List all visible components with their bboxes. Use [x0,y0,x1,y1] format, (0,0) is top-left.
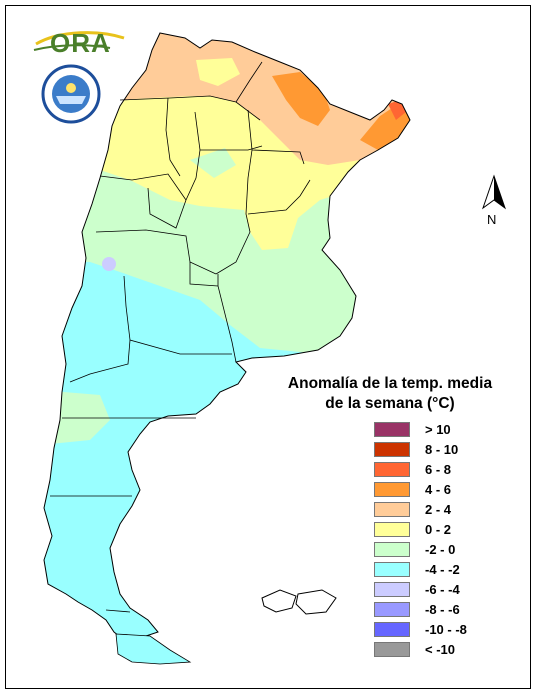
legend-label: -4 - -2 [425,561,460,577]
ora-logo-icon [33,31,125,51]
legend-label: 0 - 2 [425,521,452,537]
legend-title: Anomalía de la temp. media de la semana … [280,374,500,414]
legend-item: -4 - -2 [374,559,467,579]
legend-item: 0 - 2 [374,519,467,539]
legend-swatch [374,501,410,517]
smn-seal-icon [41,64,101,124]
legend-swatch [374,421,410,437]
legend-label: 6 - 8 [425,461,452,477]
north-label: N [487,212,497,227]
tierra-del-fuego [115,633,192,665]
legend-label: -10 - -8 [425,621,467,637]
legend-label: 2 - 4 [425,501,452,517]
legend-label: -2 - 0 [425,541,456,557]
legend-item: -6 - -4 [374,579,467,599]
legend-swatch [374,581,410,597]
country-outline [43,32,411,641]
legend-item: < -10 [374,639,467,659]
legend-item: > 10 [374,419,467,439]
legend-label: 8 - 10 [425,441,459,457]
province-boundaries [50,61,311,613]
legend-item: 8 - 10 [374,439,467,459]
north-arrow-icon [482,174,506,210]
legend-swatch [374,441,410,457]
legend-swatch [374,461,410,477]
map-frame [5,5,531,689]
legend-swatch [374,541,410,557]
legend-item: -10 - -8 [374,619,467,639]
legend-label: > 10 [425,421,451,437]
legend-label: < -10 [425,641,455,657]
legend-item: 2 - 4 [374,499,467,519]
legend-swatch [374,521,410,537]
legend-label: -8 - -6 [425,601,460,617]
legend-item: 6 - 8 [374,459,467,479]
legend-swatch [374,561,410,577]
legend-item: -2 - 0 [374,539,467,559]
legend-title-line1: Anomalía de la temp. media [287,375,493,392]
legend-item: 4 - 6 [374,479,467,499]
legend-swatch [374,481,410,497]
legend-title-line2: de la semana (°C) [325,395,455,412]
legend-swatch [374,641,410,657]
ora-logo-text: ORA [50,28,111,58]
legend-label: 4 - 6 [425,481,452,497]
legend-item: -8 - -6 [374,599,467,619]
legend-swatch [374,621,410,637]
malvinas-islands [261,589,337,615]
legend: > 10 8 - 10 6 - 8 4 - 6 2 - 4 0 - 2 -2 -… [374,419,467,659]
legend-swatch [374,601,410,617]
legend-label: -6 - -4 [425,581,460,597]
